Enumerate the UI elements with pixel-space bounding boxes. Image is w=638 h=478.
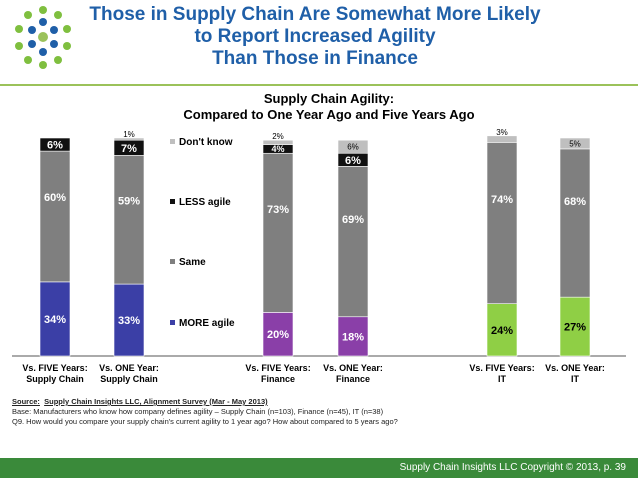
source-label: Source: — [12, 397, 40, 406]
bar-segment-dk-5 — [559, 137, 591, 150]
footer-copyright: Supply Chain Insights LLC Copyright © 20… — [399, 462, 626, 473]
footer-bar: Supply Chain Insights LLC Copyright © 20… — [0, 458, 638, 478]
data-label-same-5: 68% — [564, 196, 586, 208]
bar-segment-more-1 — [113, 283, 145, 357]
category-label-0-line-2: Supply Chain — [26, 374, 84, 384]
data-label-dk-2: 2% — [272, 132, 284, 141]
slide-title: Those in Supply Chain Are Somewhat More … — [80, 4, 550, 70]
data-label-same-2: 73% — [267, 204, 289, 216]
bar-segment-more-0 — [39, 281, 71, 357]
category-label-1-line-1: Vs. ONE Year: — [99, 363, 159, 373]
source-question: Q9. How would you compare your supply ch… — [12, 417, 398, 426]
legend-swatch-1 — [170, 199, 175, 204]
bar-segment-same-4 — [486, 142, 518, 304]
category-label-3-line-1: Vs. ONE Year: — [323, 363, 383, 373]
category-label-3-line-2: Finance — [336, 374, 370, 384]
data-label-less-3: 6% — [345, 155, 361, 167]
bar-segment-more-4 — [486, 303, 518, 357]
data-label-dk-1: 1% — [123, 130, 135, 139]
category-label-4-line-2: IT — [498, 374, 507, 384]
data-label-dk-3: 6% — [347, 143, 359, 152]
source-name: Supply Chain Insights LLC, Alignment Sur… — [44, 397, 268, 406]
data-label-more-4: 24% — [491, 325, 513, 337]
legend-label-3: MORE agile — [179, 318, 235, 329]
bar-segment-dk-2 — [262, 139, 294, 145]
bar-segment-same-3 — [337, 166, 369, 318]
category-label-5-line-1: Vs. ONE Year: — [545, 363, 605, 373]
legend-swatch-3 — [170, 320, 175, 325]
bar-segment-more-3 — [337, 316, 369, 357]
data-label-more-1: 33% — [118, 315, 140, 327]
source-notes: Source: Supply Chain Insights LLC, Align… — [12, 397, 632, 427]
data-label-same-0: 60% — [44, 192, 66, 204]
less-label-bg-3 — [340, 153, 366, 166]
bar-segment-more-5 — [559, 296, 591, 357]
category-label-2-line-1: Vs. FIVE Years: — [245, 363, 310, 373]
data-label-more-2: 20% — [267, 329, 289, 341]
bar-segment-same-2 — [262, 152, 294, 313]
data-label-more-5: 27% — [564, 322, 586, 334]
bar-segment-dk-4 — [486, 135, 518, 143]
legend-label-0: Don't know — [179, 137, 233, 148]
data-label-same-3: 69% — [342, 214, 364, 226]
bar-segment-same-1 — [113, 155, 145, 285]
slide-title-line-2: to Report Increased Agility — [194, 26, 436, 47]
bar-segment-same-5 — [559, 148, 591, 298]
data-label-same-4: 74% — [491, 194, 513, 206]
legend-label-1: LESS agile — [179, 197, 231, 208]
company-logo — [8, 4, 78, 74]
slide-title-line-1: Those in Supply Chain Are Somewhat More … — [89, 4, 541, 25]
data-label-more-0: 34% — [44, 314, 66, 326]
less-label-bg-0 — [42, 138, 68, 151]
data-label-less-1: 7% — [121, 143, 137, 155]
category-label-5-line-2: IT — [571, 374, 580, 384]
data-label-same-1: 59% — [118, 195, 140, 207]
title-divider — [0, 84, 638, 86]
chart-subtitle: Compared to One Year Ago and Five Years … — [183, 107, 474, 122]
data-label-more-3: 18% — [342, 331, 364, 343]
category-label-4-line-1: Vs. FIVE Years: — [469, 363, 534, 373]
slide-title-line-3: Than Those in Finance — [212, 48, 418, 69]
legend-label-2: Same — [179, 257, 206, 268]
less-label-bg-1 — [116, 141, 142, 154]
category-label-2-line-2: Finance — [261, 374, 295, 384]
bar-segment-dk-1 — [113, 137, 145, 141]
data-label-less-2: 4% — [271, 144, 284, 154]
data-label-less-0: 6% — [47, 140, 63, 152]
legend-swatch-0 — [170, 139, 175, 144]
bar-segment-more-2 — [262, 312, 294, 357]
bar-segment-same-0 — [39, 150, 71, 283]
source-base: Base: Manufacturers who know how company… — [12, 407, 384, 416]
legend-swatch-2 — [170, 259, 175, 264]
category-label-1-line-2: Supply Chain — [100, 374, 158, 384]
agility-chart: Supply Chain Agility:Compared to One Yea… — [12, 91, 626, 384]
data-label-dk-5: 5% — [569, 139, 581, 148]
data-label-dk-4: 3% — [496, 128, 508, 137]
category-label-0-line-1: Vs. FIVE Years: — [22, 363, 87, 373]
chart-title: Supply Chain Agility: — [264, 91, 394, 106]
bar-segment-dk-3 — [337, 139, 369, 154]
